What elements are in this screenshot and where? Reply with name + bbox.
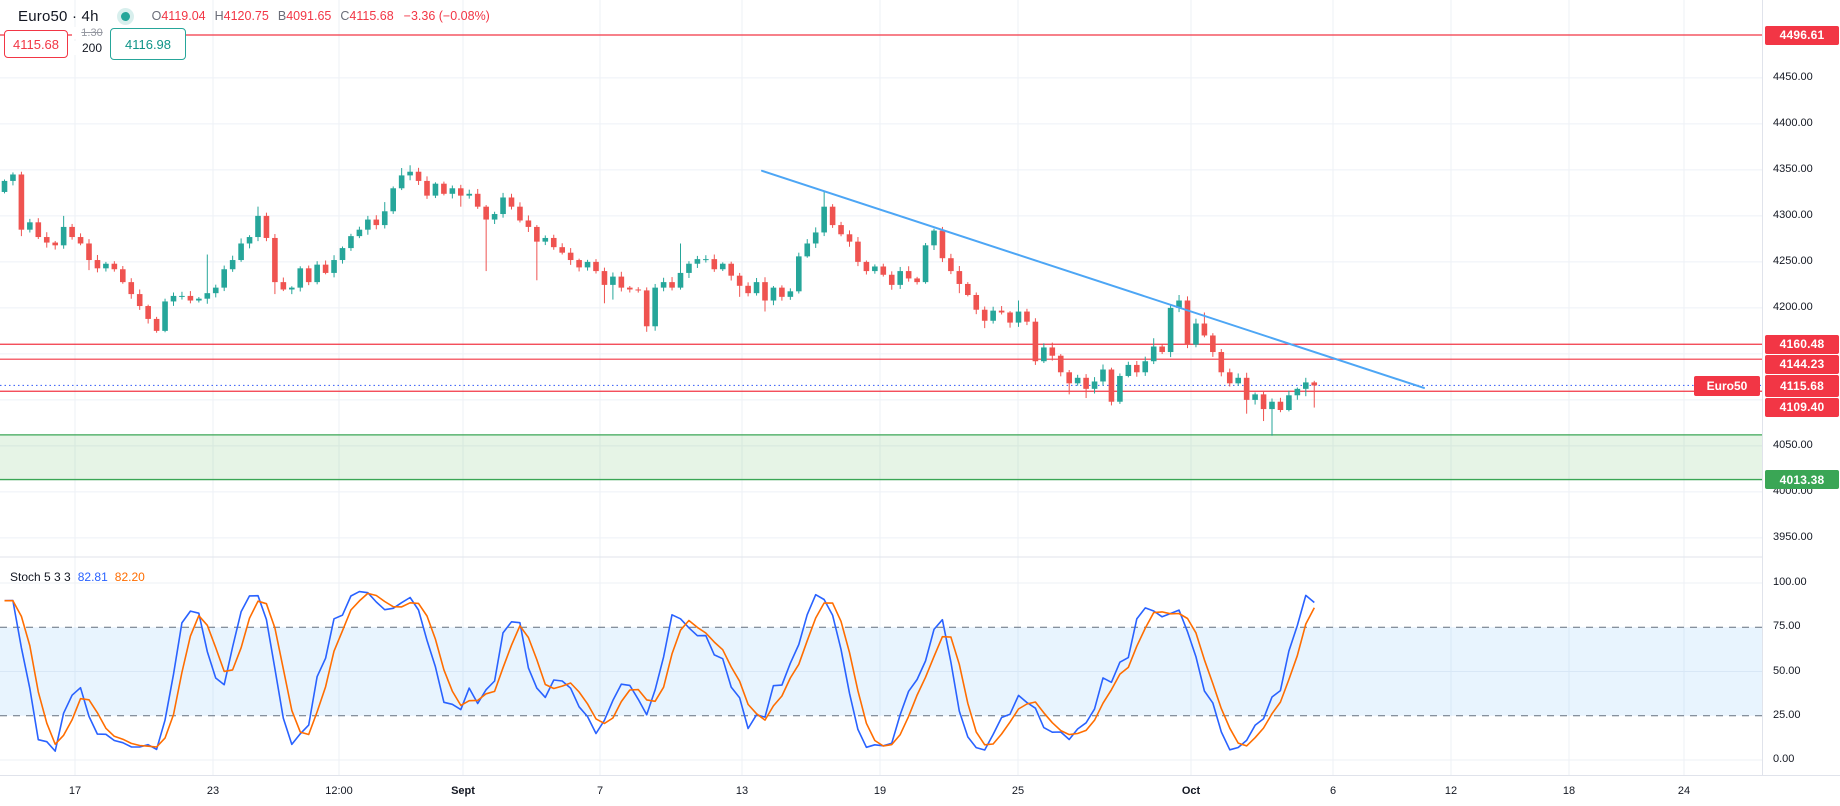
- stoch-axis-label: 25.00: [1773, 708, 1801, 721]
- price-axis-label: 4450.00: [1773, 70, 1813, 83]
- time-axis-label: 6: [1329, 785, 1337, 797]
- time-axis-label: Oct: [1181, 785, 1201, 797]
- ohlc-item: B4091.65: [277, 9, 332, 23]
- symbol-title: Euro50 · 4h: [18, 7, 99, 25]
- stoch-axis-label: 0.00: [1773, 753, 1795, 765]
- price-axis-label: 4050.00: [1773, 438, 1813, 451]
- ohlc-item: H4120.75: [214, 9, 269, 23]
- time-axis-label: 13: [735, 785, 749, 797]
- time-axis-label: Sept: [451, 785, 475, 797]
- time-axis-label: 12: [1444, 785, 1458, 797]
- level-price-badge: 4496.61: [1765, 25, 1839, 45]
- stoch-k-value: 82.81: [77, 570, 108, 584]
- level-price-badge: 4144.23: [1765, 354, 1839, 374]
- stoch-d-line: [4, 592, 1316, 748]
- zone-price-badge: 4013.38: [1765, 470, 1839, 490]
- stoch-name: Stoch 5 3 3: [10, 570, 71, 584]
- change-value: −3.36 (−0.08%): [403, 9, 490, 23]
- stoch-k-line: [4, 590, 1315, 752]
- stoch-legend[interactable]: Stoch 5 3 3 82.81 82.20: [10, 570, 145, 584]
- time-axis-label: 12:00: [325, 785, 353, 797]
- stoch-band: [0, 626, 1762, 717]
- ohlc-item: C4115.68: [340, 9, 394, 23]
- ma-length-label: 200: [72, 41, 112, 55]
- stoch-axis-label: 100.00: [1773, 576, 1807, 588]
- time-axis-label: 24: [1677, 785, 1691, 797]
- struck-value-label: 1.30: [72, 27, 112, 39]
- stoch-axis-label: 75.00: [1773, 620, 1801, 633]
- level-price-badge: 4160.48: [1765, 334, 1839, 354]
- price-axis-label: 3950.00: [1773, 530, 1813, 543]
- price-axis-label: 4200.00: [1773, 300, 1813, 313]
- ohlc-values: O4119.04 H4120.75 B4091.65 C4115.68: [152, 9, 394, 23]
- level-price-badge: 4109.40: [1765, 397, 1839, 417]
- market-status-icon: [120, 11, 130, 21]
- current-price-symbol-label: Euro50: [1694, 375, 1760, 396]
- ma-price-box[interactable]: 4116.98: [110, 28, 186, 60]
- price-axis-label: 4250.00: [1773, 254, 1813, 267]
- descending-trendline[interactable]: [761, 169, 1425, 389]
- candles: [1, 165, 1318, 436]
- stoch-axis-label: 50.00: [1773, 664, 1801, 677]
- time-axis-label: 19: [873, 785, 887, 797]
- price-axis-label: 4350.00: [1773, 162, 1813, 175]
- time-axis-label: 7: [596, 785, 604, 797]
- support-zone[interactable]: [0, 434, 1762, 481]
- stoch-lines: [4, 590, 1316, 752]
- symbol-legend[interactable]: Euro50 · 4h O4119.04 H4120.75 B4091.65 C411…: [18, 5, 490, 27]
- price-axis[interactable]: 4450.00 4400.00 4350.00 4300.00 4250.00 4200.…: [1762, 0, 1840, 775]
- time-axis-label: 17: [68, 785, 82, 797]
- time-axis-label: 18: [1562, 785, 1576, 797]
- last-price-box[interactable]: 4115.68: [4, 30, 68, 58]
- price-axis-label: 4400.00: [1773, 116, 1813, 129]
- current-price-badge: 4115.68: [1765, 374, 1839, 397]
- price-axis-label: 4300.00: [1773, 208, 1813, 221]
- stoch-d-value: 82.20: [114, 570, 145, 584]
- time-axis-label: 25: [1011, 785, 1025, 797]
- resistance-lines[interactable]: [0, 34, 1762, 392]
- gridlines: [0, 0, 1762, 775]
- ohlc-item: O4119.04: [151, 9, 206, 23]
- time-axis-label: 23: [206, 785, 220, 797]
